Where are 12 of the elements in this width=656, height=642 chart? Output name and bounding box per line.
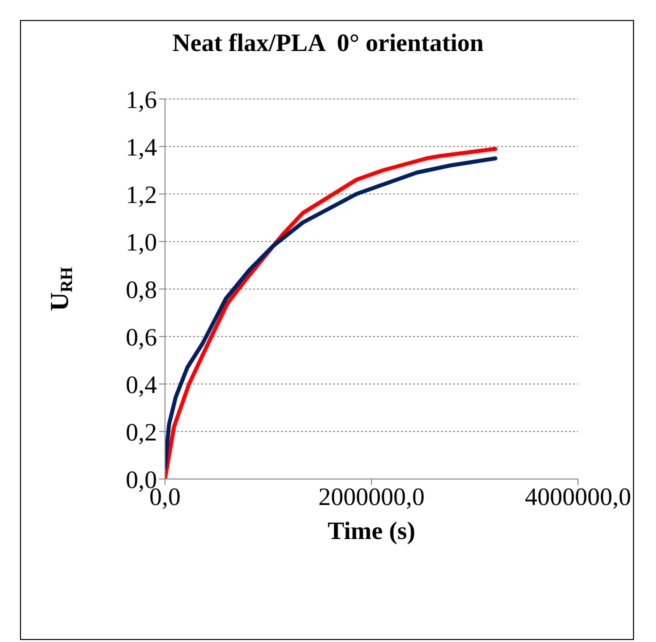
y-tick-label: 1,4 [126,134,158,162]
y-tick-label: 1,6 [126,86,157,114]
x-tick-label: 4000000,0 [524,484,632,511]
y-tick-label: 1,2 [126,182,157,209]
y-tick-label: 0,6 [126,324,157,352]
chart-title: Neat flax/PLA 0° orientation [171,30,485,58]
y-tick-label: 0,2 [126,419,157,446]
y-tick-label: 0,4 [126,372,158,399]
y-tick-label: 1,0 [126,229,157,256]
x-axis-title: Time (s) [328,518,416,545]
y-tick-label: 0,8 [126,276,157,304]
x-tick-label: 2000000,0 [318,484,425,511]
